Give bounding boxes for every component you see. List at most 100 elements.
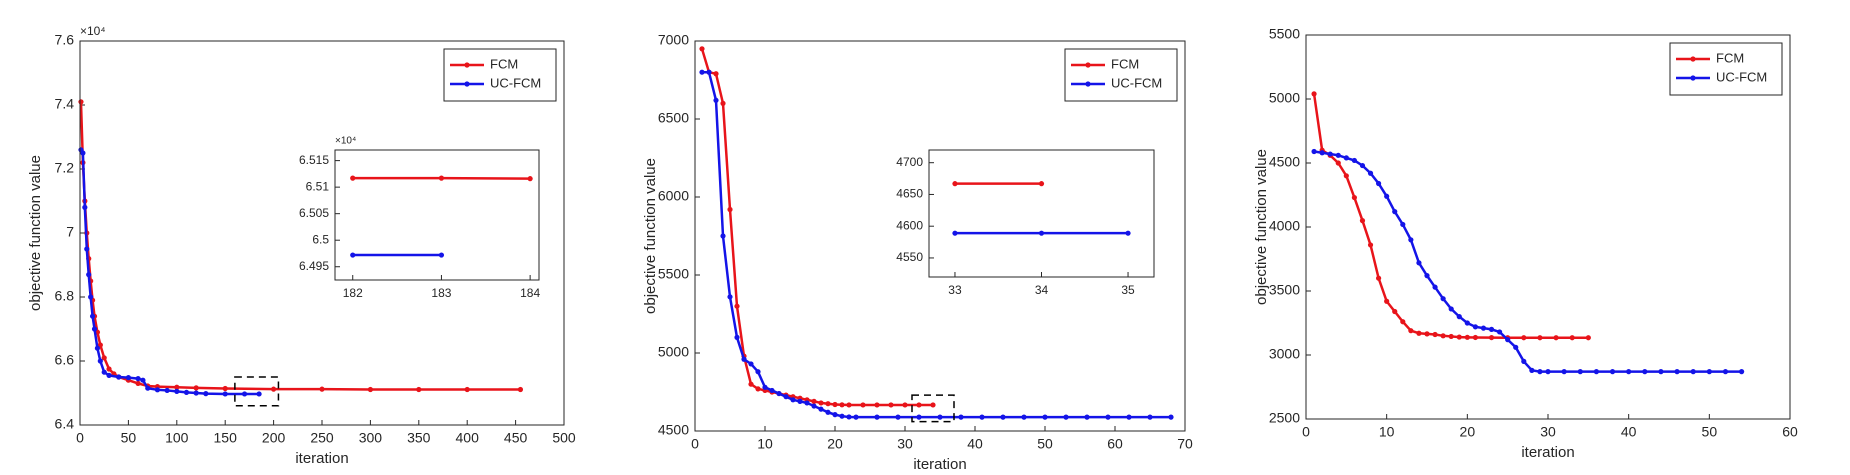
y-tick-label: 6.8: [55, 288, 75, 304]
y-multiplier: ×10⁴: [80, 24, 106, 38]
point: [804, 400, 810, 406]
point: [1105, 414, 1111, 420]
plot-area: [929, 150, 1154, 277]
legend-label: UC-FCM: [1716, 69, 1767, 84]
point: [706, 69, 712, 75]
x-tick-label: 250: [310, 430, 334, 446]
x-tick-label: 0: [76, 430, 84, 446]
x-tick-label: 0: [1302, 424, 1310, 440]
point: [1529, 367, 1535, 373]
point: [1351, 157, 1357, 164]
x-tick-label: 60: [1782, 424, 1798, 440]
point: [825, 409, 831, 415]
point: [350, 175, 356, 181]
point: [783, 394, 789, 400]
x-tick-label: 30: [897, 436, 913, 452]
point: [853, 414, 859, 420]
point: [125, 375, 131, 381]
point: [1569, 335, 1575, 341]
point: [895, 414, 901, 420]
point: [86, 272, 92, 278]
point: [1537, 335, 1543, 341]
point: [916, 414, 922, 420]
y-axis-label: objective function value: [1253, 149, 1270, 305]
point: [1642, 369, 1648, 375]
point: [1739, 369, 1745, 375]
axes-box: [928, 149, 1155, 278]
point: [203, 391, 209, 397]
point: [797, 398, 803, 404]
point: [1384, 193, 1390, 199]
y-tick-label: 6000: [658, 188, 689, 204]
y-tick-label: 4000: [1269, 218, 1300, 234]
point: [1343, 173, 1349, 179]
point: [1577, 369, 1583, 375]
x-tick-label: 183: [431, 286, 451, 300]
point: [527, 176, 533, 182]
point: [1488, 326, 1495, 332]
point: [1497, 329, 1503, 335]
x-tick-label: 35: [1121, 283, 1135, 297]
y-tick-label: 6.4: [55, 416, 75, 432]
y-tick-label: 6.515: [299, 153, 329, 167]
point: [888, 402, 894, 408]
x-tick-label: 184: [520, 286, 540, 300]
point: [1424, 331, 1430, 337]
legend-marker: [1690, 75, 1696, 81]
point: [1521, 358, 1527, 364]
point: [1706, 369, 1712, 375]
point: [1513, 344, 1519, 350]
point: [135, 380, 141, 386]
point: [174, 384, 180, 390]
point: [1561, 369, 1567, 375]
point: [193, 385, 199, 391]
point: [839, 402, 845, 408]
point: [874, 402, 880, 408]
point: [164, 387, 170, 394]
y-tick-label: 6.505: [299, 206, 329, 220]
point: [916, 402, 922, 408]
point: [832, 401, 838, 408]
point: [1408, 237, 1414, 243]
legend-marker: [464, 62, 470, 68]
point: [101, 369, 107, 375]
point: [82, 204, 88, 210]
point: [1545, 369, 1551, 375]
legend-label: UC-FCM: [490, 75, 541, 90]
point: [1440, 296, 1446, 302]
x-tick-label: 50: [1037, 436, 1053, 452]
point: [1432, 284, 1438, 290]
point: [1553, 335, 1559, 341]
point: [1400, 319, 1406, 325]
legend-marker: [1690, 56, 1696, 62]
x-tick-label: 20: [1460, 424, 1476, 440]
y-tick-label: 4500: [658, 422, 689, 438]
point: [832, 412, 838, 418]
point: [1456, 334, 1462, 340]
legend-box: [1064, 48, 1178, 102]
y-tick-label: 3500: [1269, 282, 1300, 298]
y-tick-label: 3000: [1269, 346, 1300, 362]
point: [1521, 335, 1527, 341]
axes-box: [79, 40, 565, 426]
point: [1464, 320, 1470, 326]
point: [174, 388, 180, 394]
x-tick-label: 182: [343, 286, 363, 300]
point: [720, 100, 726, 106]
point: [846, 402, 852, 408]
point: [1000, 414, 1006, 420]
point: [80, 150, 86, 156]
point: [1343, 155, 1349, 161]
x-tick-label: 34: [1035, 283, 1049, 297]
point: [1063, 414, 1069, 420]
point: [1722, 369, 1729, 375]
point: [1408, 328, 1414, 334]
point: [517, 386, 524, 393]
point: [1384, 298, 1390, 304]
y-tick-label: 7: [66, 224, 74, 240]
y-multiplier: ×10⁴: [335, 136, 356, 147]
x-tick-label: 400: [456, 430, 480, 446]
x-tick-label: 450: [504, 430, 528, 446]
y-tick-label: 6.6: [55, 352, 75, 368]
point: [1480, 325, 1487, 331]
